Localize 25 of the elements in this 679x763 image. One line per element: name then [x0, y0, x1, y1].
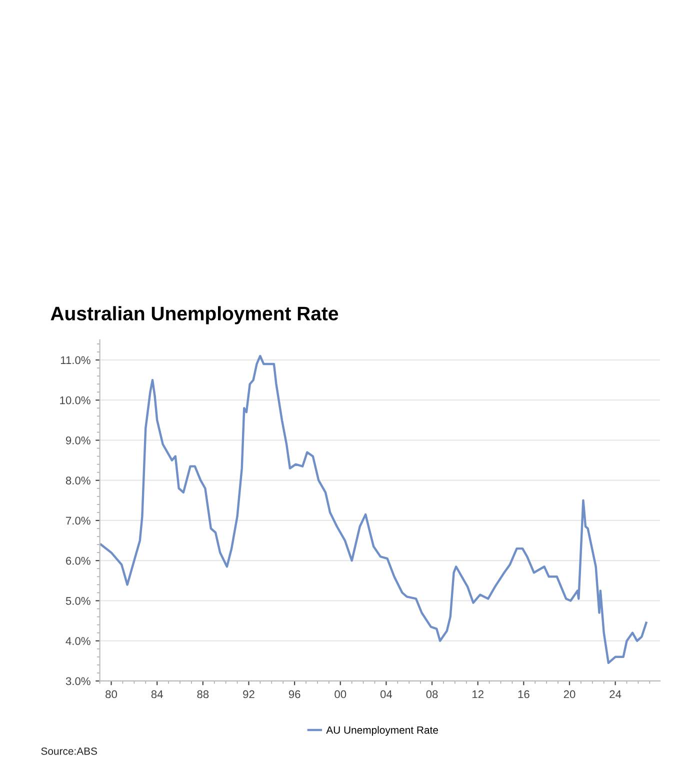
- y-tick-label: 10.0%: [60, 396, 90, 404]
- x-tick-label: 88: [197, 690, 209, 698]
- y-tick-label: 7.0%: [66, 516, 90, 525]
- y-tick-label: 8.0%: [66, 476, 90, 484]
- y-tick-label: 5.0%: [66, 596, 90, 605]
- x-tick-label: 16: [518, 690, 530, 698]
- x-tick-label: 96: [288, 690, 300, 698]
- x-tick-label: 20: [564, 690, 576, 698]
- x-tick-label: 04: [380, 690, 392, 698]
- x-tick-label: 00: [334, 690, 346, 698]
- x-tick-label: 84: [151, 690, 163, 698]
- line-series: [100, 354, 648, 664]
- y-tick-label: 6.0%: [66, 556, 90, 565]
- chart-title: Australian Unemployment Rate: [50, 306, 338, 324]
- x-tick-label: 24: [610, 690, 622, 698]
- y-tick-label: 4.0%: [66, 637, 90, 645]
- y-tick-label: 11.0%: [60, 356, 90, 364]
- y-tick-label: 9.0%: [66, 436, 90, 444]
- y-tick-label: 3.0%: [66, 677, 90, 686]
- source-note: Source:ABS: [41, 747, 98, 755]
- x-tick-label: 92: [243, 690, 254, 698]
- x-tick-label: 80: [106, 690, 118, 698]
- legend-label: AU Unemployment Rate: [326, 726, 438, 736]
- x-tick-label: 08: [426, 690, 438, 698]
- x-tick-label: 12: [472, 690, 484, 698]
